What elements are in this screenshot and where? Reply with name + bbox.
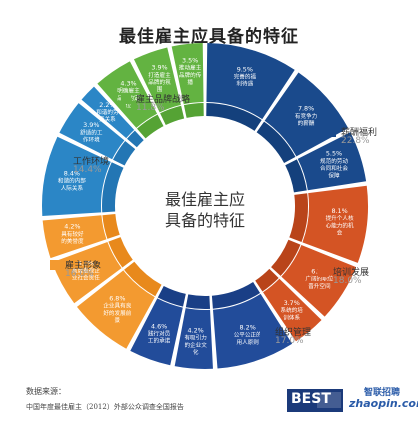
donut-segment-inner-band <box>206 103 262 131</box>
center-label-line-2: 具备的特征 <box>165 211 245 230</box>
donut-segment-inner-band <box>102 214 120 239</box>
source-text: 中国年度最佳雇主（2012）外部公众调查全国报告 <box>26 403 184 411</box>
zhaopin-logo-en: zhaopin.com <box>349 397 418 410</box>
source-label: 数据来源： <box>26 387 66 396</box>
segment-label: 9.5%完善的福利待遇 <box>234 65 257 87</box>
donut-segment-inner-band <box>183 103 204 118</box>
donut-hole <box>117 118 293 294</box>
legend-name: 工作环境 <box>73 157 110 167</box>
donut-segment <box>133 47 181 113</box>
best-logo: BEST <box>287 389 343 412</box>
donut-segment-inner-band <box>108 237 133 268</box>
legend-name: 组织管理 <box>275 328 312 338</box>
donut-segment <box>281 245 357 317</box>
donut-segment <box>81 86 135 139</box>
segment-label: 4.2%具有较好的美誉度 <box>61 223 84 245</box>
legend-name: 培训发展 <box>333 268 370 278</box>
segment-label: 5.0%高度重视企业社会责任 <box>72 259 100 281</box>
segment-label: 3.5%推动雇主品牌的传播 <box>179 57 202 87</box>
segment-label: 2.2%和谐的劳资关系 <box>96 101 119 123</box>
donut-segment-inner-band <box>124 261 162 297</box>
donut-segment-inner-band <box>289 193 308 242</box>
legend-swatch <box>326 127 336 137</box>
donut-segment-inner-band <box>256 121 296 164</box>
donut-segment-inner-band <box>136 114 164 139</box>
donut-segment-inner-band <box>160 105 185 125</box>
legend-swatch <box>260 327 270 337</box>
legend-swatch <box>50 260 60 270</box>
segment-label: 5.5%规范的劳动合同和社会保障 <box>320 150 348 180</box>
donut-segment <box>59 103 125 160</box>
segment-label: 3.9%舒适的工作环境 <box>80 121 103 143</box>
legend-name: 雇主形象 <box>65 261 102 271</box>
donut-segment-inner-band <box>102 162 124 213</box>
legend-percent: 17.0% <box>275 336 304 346</box>
segment-label: 3.9%打造雇主品牌的氛围 <box>148 64 171 94</box>
donut-segment-inner-band <box>185 294 211 309</box>
legend-swatch <box>121 94 131 104</box>
donut-segment <box>130 298 183 366</box>
segment-label: 8.2%公平公正的用人原则 <box>234 323 262 345</box>
segment-label: 4.2%有吸引力的企业文化 <box>184 326 207 356</box>
segment-label: 4.6%践行对员工的承诺 <box>148 322 171 344</box>
legend-percent: 22.8% <box>341 136 370 146</box>
center-label-line-1: 最佳雇主应 <box>165 190 245 209</box>
donut-segment-inner-band <box>211 282 261 309</box>
segment-label: 8.4%和谐的内部人际关系 <box>58 169 86 191</box>
legend-swatch <box>318 267 328 277</box>
donut-segment <box>212 293 293 369</box>
best-logo-text: BEST <box>291 391 331 407</box>
legend-name: 薪酬福利 <box>341 128 378 138</box>
donut-segment-inner-band <box>271 239 301 276</box>
legend-percent: 14.4% <box>73 165 102 175</box>
donut-segment-inner-band <box>126 130 144 148</box>
donut-segment-inner-band <box>157 285 186 307</box>
donut-segment <box>206 43 295 120</box>
zhaopin-logo: 智联招聘 zhaopin.com <box>348 385 418 415</box>
donut-segment-inner-band <box>255 268 279 292</box>
donut-segment <box>76 270 155 349</box>
donut-segment <box>52 241 122 304</box>
segment-label: 8.1%提升个人核心能力的机会 <box>326 207 354 237</box>
legend-percent: 16.0% <box>65 269 94 279</box>
donut-segment <box>263 278 322 342</box>
donut-segment-inner-band <box>112 140 136 166</box>
donut-segment <box>302 185 369 263</box>
donut-segment <box>297 132 367 191</box>
page-title: 最佳雇主应具备的特征 <box>119 27 299 47</box>
legend-swatch <box>58 156 68 166</box>
donut-segment <box>42 215 107 259</box>
donut-segment <box>171 43 204 105</box>
zhaopin-logo-cn: 智联招聘 <box>364 388 401 398</box>
segment-label: 7.8%有竞争力的薪酬 <box>295 105 318 127</box>
legend-name: 雇主品牌战略 <box>136 95 191 105</box>
donut-segment <box>174 308 213 369</box>
segment-label: 6.8%企业具有良好的发展前景 <box>103 295 131 325</box>
legend-percent: 18.0% <box>333 276 362 286</box>
segment-label: 3.7%系统的培训体系 <box>281 299 304 321</box>
donut-segment-inner-band <box>285 159 307 193</box>
legend-percent: 11.8% <box>136 103 165 113</box>
